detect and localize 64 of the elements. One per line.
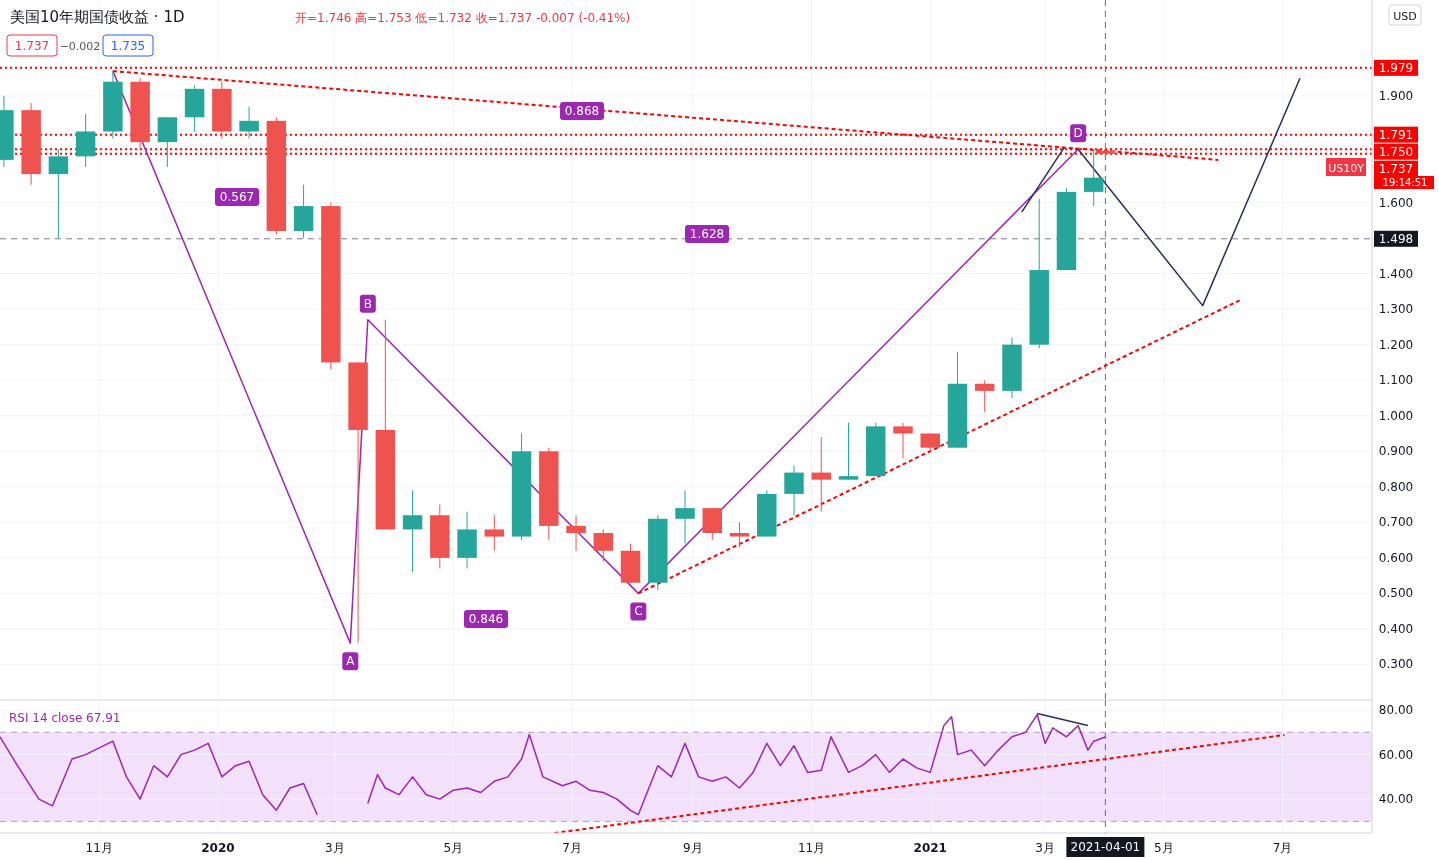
text: USD	[1393, 10, 1417, 23]
annotation: 开=1.746 高=1.753 低=1.732 收=1.737 -0.007 (-0.41%)	[295, 11, 631, 25]
annotation: 0.567	[219, 190, 255, 204]
x-tick-label: 3月	[324, 841, 345, 855]
y-tick-label: 0.400	[1378, 621, 1414, 636]
text: 19:14:51	[1382, 177, 1428, 188]
y-tick-label: 1.400	[1378, 266, 1414, 281]
y-tick-label: 0.700	[1378, 515, 1414, 530]
annotation: 1.628	[689, 227, 725, 241]
y-tick-label: 0.600	[1378, 550, 1414, 565]
text: RSI 14 close 67.91	[9, 711, 121, 725]
x-tick-label: 7月	[1272, 841, 1293, 855]
annotation: −0.002	[59, 40, 101, 53]
annotation: A	[346, 654, 356, 669]
y-tick-label: 1.000	[1378, 408, 1414, 423]
y-tick-label: 1.100	[1378, 373, 1414, 388]
x-tick-label: 5月	[1153, 841, 1174, 855]
y-tick-label: 1.300	[1378, 302, 1414, 317]
candlestick	[484, 514, 505, 552]
annotation: US10Y	[1328, 162, 1365, 175]
x-tick-label: 5月	[443, 841, 464, 855]
candlestick	[593, 528, 614, 562]
candlestick	[402, 489, 423, 573]
x-tick-label: 3月	[1035, 841, 1055, 855]
candlestick	[48, 148, 69, 239]
annotation: 0.846	[468, 612, 504, 626]
y-tick-label: 1.600	[1378, 195, 1414, 210]
x-tick-label: 2021	[913, 841, 947, 855]
candlestick	[975, 379, 995, 413]
ref-line-label: 1.979	[1378, 60, 1414, 75]
ref-line-label: 1.791	[1378, 127, 1414, 142]
candlestick	[838, 422, 859, 481]
text: 美国10年期国债收益 · 1D	[10, 8, 185, 26]
x-tick-label: 9月	[682, 841, 703, 855]
candlestick	[811, 436, 831, 513]
candlestick	[729, 521, 750, 548]
y-tick-label: 0.900	[1378, 444, 1414, 459]
y-tick-label: 0.500	[1378, 586, 1414, 601]
candlestick	[239, 106, 259, 140]
y-tick-label: 40.00	[1378, 792, 1414, 807]
y-tick-label: 1.200	[1378, 337, 1414, 352]
annotation: D	[1073, 126, 1083, 141]
y-tick-label: 80.00	[1378, 703, 1414, 718]
candlestick	[893, 422, 913, 459]
y-tick-label: 1.900	[1378, 88, 1414, 103]
ref-line-label: 2021-04-01	[1070, 840, 1141, 854]
y-tick-label: 0.800	[1378, 479, 1414, 494]
ref-line-label: 1.498	[1378, 231, 1414, 246]
x-tick-label: 2020	[201, 841, 235, 855]
annotation: 1.735	[110, 39, 146, 53]
y-tick-label: 60.00	[1378, 747, 1414, 762]
annotation: B	[363, 296, 372, 311]
x-tick-label: 11月	[797, 841, 826, 855]
candlestick	[784, 464, 804, 516]
x-tick-label: 7月	[562, 841, 582, 855]
legend-label: 1.737	[1378, 161, 1414, 176]
candlestick	[675, 489, 695, 545]
annotation: 1.737	[14, 39, 50, 53]
ref-line-label: 1.750	[1378, 144, 1414, 159]
candlestick	[566, 514, 586, 552]
annotation: C	[634, 604, 643, 619]
x-tick-label: 11月	[85, 841, 113, 855]
annotation: 0.868	[564, 104, 600, 118]
y-tick-label: 0.300	[1378, 657, 1414, 672]
